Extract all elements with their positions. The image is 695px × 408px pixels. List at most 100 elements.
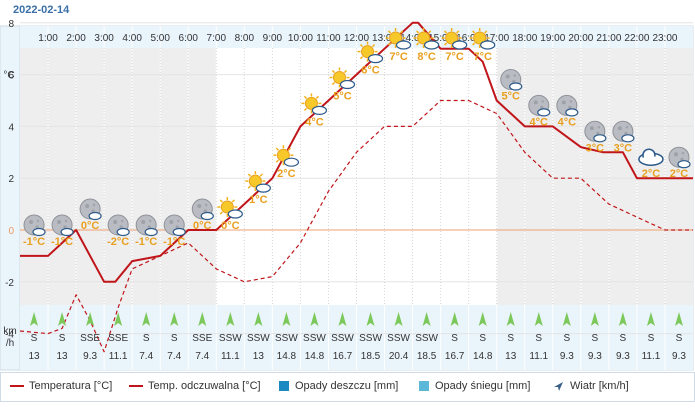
wind-arrow-icon — [554, 381, 563, 391]
hourly-temp-label: 5°C — [501, 91, 520, 103]
wind-speed: 7.4 — [195, 351, 209, 362]
snow-swatch — [419, 381, 429, 392]
y-tick-label: 4 — [8, 122, 14, 133]
wind-arrow-icon — [198, 312, 207, 326]
sun-ray — [416, 42, 420, 46]
sun-ray — [456, 30, 460, 34]
moon-crater — [617, 126, 622, 131]
sun-shape — [389, 31, 403, 45]
wind-arrow-icon — [226, 312, 235, 326]
wind-arrow-icon — [478, 312, 487, 326]
sun-ray — [219, 211, 223, 215]
wind-speed: 14.8 — [305, 351, 325, 362]
cloud-shape — [677, 160, 691, 169]
cloud-shape — [537, 108, 551, 117]
hour-label: 14:00 — [400, 33, 425, 44]
hourly-temp-label: 6°C — [361, 65, 380, 77]
wind-speed: 13 — [57, 351, 69, 362]
moon-cloud-icon — [163, 214, 186, 237]
moon-crater — [589, 126, 594, 131]
wind-arrow-shape — [618, 312, 627, 326]
hour-label: 17:00 — [484, 33, 509, 44]
wind-arrow-icon — [394, 312, 403, 326]
moon-crater — [673, 152, 678, 157]
sun-shape — [220, 200, 234, 214]
wind-arrow-shape — [394, 312, 403, 326]
moon-cloud-icon — [612, 120, 635, 143]
wind-arrow-shape — [58, 312, 67, 326]
wind-arrow-shape — [506, 312, 515, 326]
cloud-shape — [32, 227, 46, 237]
moon-crater — [92, 203, 96, 207]
hour-label: 9:00 — [263, 33, 283, 44]
wind-axis-label: km — [3, 326, 16, 337]
cloud-shape — [172, 227, 186, 237]
night-shade-evening — [496, 48, 693, 305]
cloud-shape — [565, 108, 579, 117]
sun-ray — [275, 159, 279, 163]
y-tick-label: -4 — [5, 330, 14, 341]
moon-crater — [624, 131, 628, 135]
sun-shape — [276, 148, 290, 162]
hour-label: 4:00 — [122, 33, 142, 44]
moon-crater — [113, 220, 118, 224]
wind-direction: S — [592, 333, 599, 344]
sun-ray — [428, 30, 432, 34]
cloud-shape — [367, 53, 384, 64]
night-shade-morning — [20, 48, 217, 305]
moon-crater — [91, 209, 95, 213]
sun-ray — [416, 30, 420, 34]
cloud-icon — [638, 148, 664, 166]
wind-direction: S — [620, 333, 627, 344]
wind-speed: 16.7 — [445, 351, 465, 362]
moon-crater — [513, 74, 516, 77]
moon-crater — [568, 105, 572, 109]
hour-label: 7:00 — [207, 33, 227, 44]
hourly-temp-label: -1°C — [135, 236, 157, 248]
hourly-temp-label: 2°C — [277, 168, 296, 180]
wind-arrow-shape — [534, 312, 543, 326]
wind-direction: S — [507, 333, 514, 344]
sun-cloud-icon — [273, 145, 299, 167]
wind-speed: 9.3 — [588, 351, 602, 362]
hourly-temp-label: 3°C — [614, 142, 633, 154]
hourly-temp-label: 0°C — [81, 220, 100, 232]
sun-shape — [417, 31, 431, 45]
sun-ray — [247, 173, 251, 177]
wind-direction: SSW — [275, 333, 298, 344]
hourly-temp-label: -1°C — [23, 236, 45, 248]
moon-crater — [36, 219, 40, 223]
wind-arrow-shape — [226, 312, 235, 326]
sun-shape — [332, 71, 346, 84]
wind-arrow-icon — [114, 312, 123, 326]
wind-direction: SSW — [331, 333, 354, 344]
wind-speed: 13 — [253, 351, 265, 362]
sun-ray — [444, 30, 448, 34]
wind-arrow-icon — [422, 312, 431, 326]
wind-arrow-icon — [618, 312, 627, 326]
sun-cloud-icon — [217, 197, 243, 219]
page-title: 2022-02-14 — [13, 4, 70, 16]
hourly-temp-label: 2°C — [642, 168, 661, 180]
sun-ray — [303, 95, 308, 99]
wind-arrow-icon — [254, 312, 263, 326]
hour-label: 3:00 — [94, 33, 114, 44]
sun-ray — [315, 95, 320, 99]
moon-crater — [561, 100, 566, 105]
wind-arrow-shape — [674, 312, 683, 326]
hourly-temp-label: -1°C — [51, 236, 73, 248]
hour-label: 10:00 — [288, 33, 313, 44]
wind-arrow-shape — [450, 312, 459, 326]
moon-cloud-icon — [584, 120, 607, 143]
temperature-line-swatch — [10, 385, 24, 388]
sun-ray — [444, 42, 448, 46]
sun-ray — [275, 147, 279, 151]
wind-arrow-icon — [450, 312, 459, 326]
moon-cloud-icon — [23, 214, 46, 237]
hourly-temp-label: 8°C — [417, 51, 436, 63]
moon-cloud-icon — [191, 198, 214, 221]
y-axis: °C1086420-2-4km/h — [3, 19, 16, 349]
moon-crater — [147, 225, 151, 229]
moon-crater — [203, 209, 207, 213]
hour-label: 12:00 — [344, 33, 369, 44]
